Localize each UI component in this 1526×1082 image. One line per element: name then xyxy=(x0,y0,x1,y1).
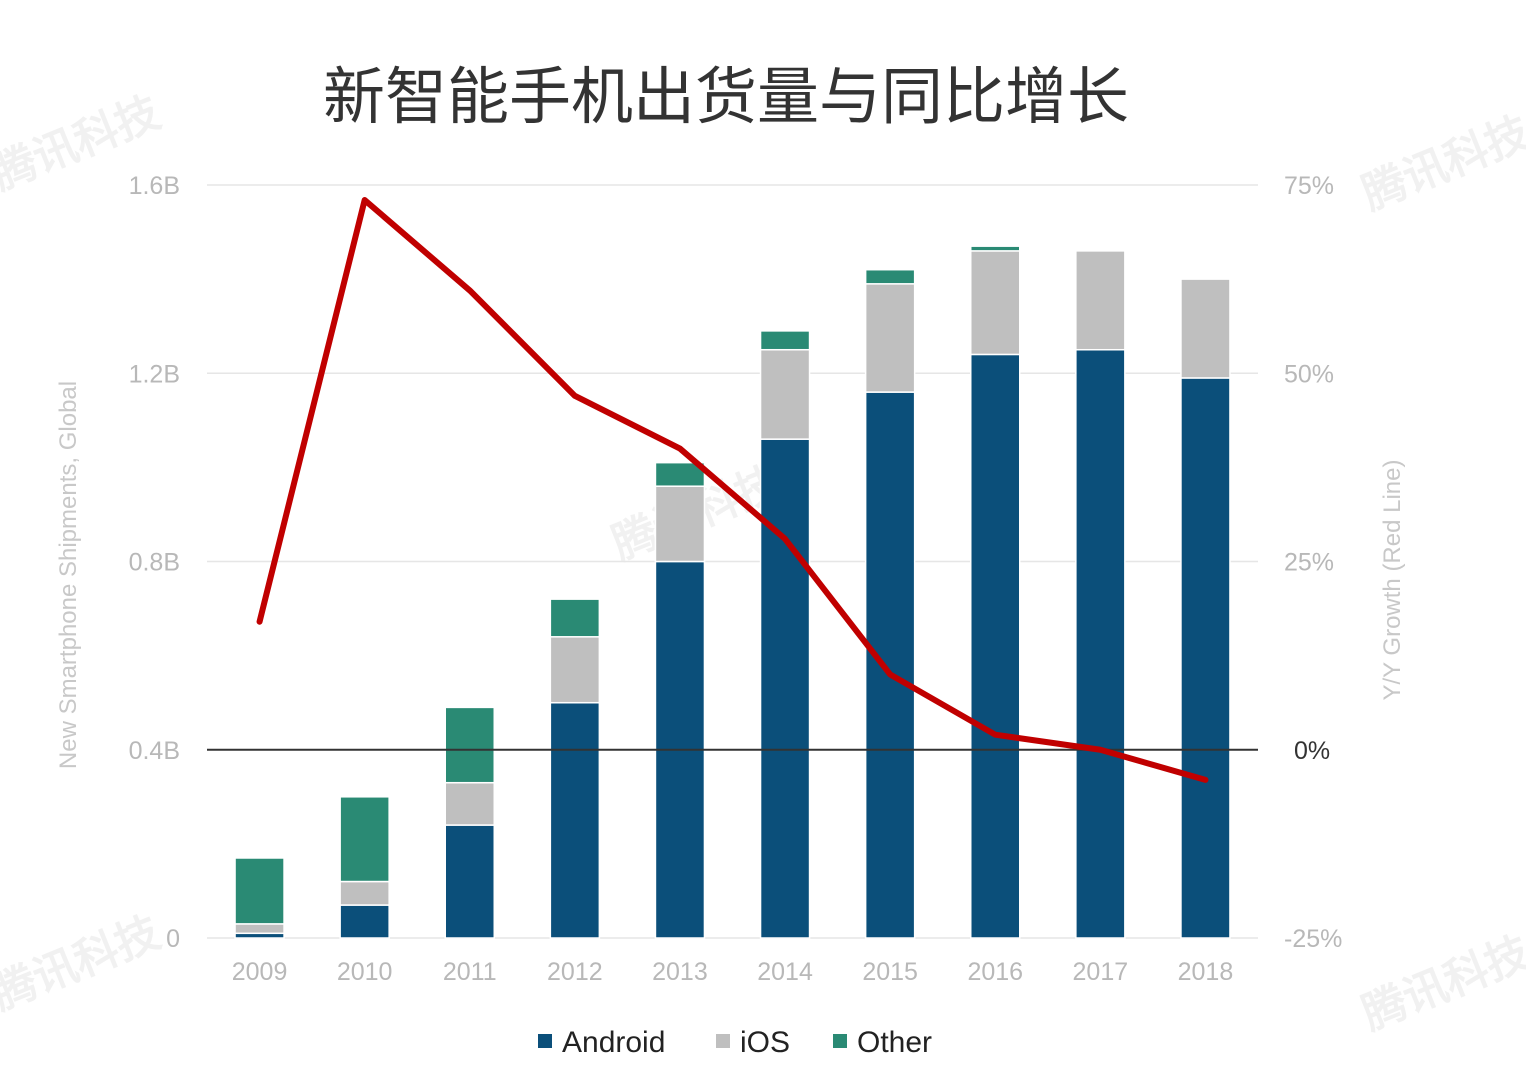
bar-ios-2009 xyxy=(234,923,285,935)
bar-other-2010 xyxy=(339,796,390,883)
bar-android-2012 xyxy=(549,701,601,939)
growth-point-2017 xyxy=(1099,749,1101,751)
y2-tick-label: 75% xyxy=(1284,172,1334,200)
bar-android-2015 xyxy=(864,391,916,939)
bar-stacks xyxy=(234,245,1231,939)
legend-label-android: Android xyxy=(562,1026,665,1059)
bar-ios-2016 xyxy=(970,250,1021,356)
x-tick-label: 2016 xyxy=(967,958,1023,986)
growth-line xyxy=(256,197,1209,783)
y-tick-label: 0.8B xyxy=(129,549,180,577)
growth-point-2014 xyxy=(784,538,786,540)
x-tick-label: 2017 xyxy=(1073,958,1129,986)
bar-android-2014 xyxy=(759,438,811,939)
bar-other-2009 xyxy=(234,857,285,925)
bar-ios-2014 xyxy=(759,348,811,440)
x-axis-ticks: 2009 2010 2011 2012 2013 2014 2015 2016 2017 2018 xyxy=(232,958,1234,986)
bar-ios-2013 xyxy=(654,485,706,563)
y2-tick-label: 50% xyxy=(1284,360,1334,388)
bar-other-2013 xyxy=(654,461,706,487)
watermark-text: 腾讯科技 xyxy=(1355,107,1526,220)
y-tick-label: 1.6B xyxy=(129,172,180,200)
bar-other-2014 xyxy=(759,330,811,351)
legend-label-ios: iOS xyxy=(740,1026,790,1059)
growth-line-layer xyxy=(256,197,1209,783)
growth-point-2018 xyxy=(1204,779,1206,781)
bar-ios-2012 xyxy=(549,636,601,704)
bar-android-2016 xyxy=(970,353,1021,939)
x-tick-label: 2014 xyxy=(757,958,813,986)
growth-point-2010 xyxy=(364,199,366,201)
watermark-text: 腾讯科技 xyxy=(0,907,167,1020)
bar-android-2018 xyxy=(1180,377,1231,939)
bar-android-2010 xyxy=(339,904,390,939)
bar-ios-2015 xyxy=(864,283,916,393)
right-axis-title: Y/Y Growth (Red Line) xyxy=(1379,460,1406,701)
growth-point-2011 xyxy=(469,289,471,291)
x-tick-label: 2018 xyxy=(1178,958,1234,986)
x-tick-label: 2015 xyxy=(862,958,918,986)
x-tick-label: 2009 xyxy=(232,958,288,986)
x-tick-label: 2011 xyxy=(443,958,497,986)
legend: Android iOS Other xyxy=(538,1026,932,1059)
bar-other-2011 xyxy=(444,706,495,784)
growth-point-2016 xyxy=(994,734,996,736)
growth-point-2015 xyxy=(889,673,891,675)
chart-title: 新智能手机出货量与同比增长 xyxy=(323,60,1129,133)
left-axis-title: New Smartphone Shipments, Global xyxy=(55,381,82,769)
right-axis-ticks: -25% 0% 25% 50% 75% xyxy=(1284,172,1342,953)
y2-tick-label: 0% xyxy=(1294,737,1330,765)
bar-ios-2010 xyxy=(339,880,390,906)
y2-tick-label: -25% xyxy=(1284,925,1342,953)
y2-tick-label: 25% xyxy=(1284,549,1334,577)
legend-swatch-android xyxy=(538,1034,552,1048)
watermark-text: 腾讯科技 xyxy=(1355,927,1526,1040)
x-tick-label: 2012 xyxy=(547,958,603,986)
legend-label-other: Other xyxy=(857,1026,932,1059)
left-axis-ticks: 0 0.4B 0.8B 1.2B 1.6B xyxy=(129,172,180,953)
bar-android-2017 xyxy=(1075,348,1126,939)
y-tick-label: 0 xyxy=(166,925,180,953)
bar-ios-2018 xyxy=(1180,278,1231,379)
bar-ios-2011 xyxy=(444,781,495,826)
legend-swatch-other xyxy=(833,1034,847,1048)
growth-point-2012 xyxy=(574,395,576,397)
bar-other-2015 xyxy=(864,268,916,285)
x-tick-label: 2013 xyxy=(652,958,708,986)
y-tick-label: 1.2B xyxy=(129,360,180,388)
legend-swatch-ios xyxy=(716,1034,730,1048)
x-tick-label: 2010 xyxy=(337,958,393,986)
bar-other-2016 xyxy=(970,245,1021,252)
growth-point-2009 xyxy=(259,621,261,623)
y-tick-label: 0.4B xyxy=(129,737,180,765)
bar-android-2011 xyxy=(444,824,495,939)
growth-point-2013 xyxy=(679,448,681,450)
bar-other-2012 xyxy=(549,598,601,638)
bar-ios-2017 xyxy=(1075,250,1126,351)
